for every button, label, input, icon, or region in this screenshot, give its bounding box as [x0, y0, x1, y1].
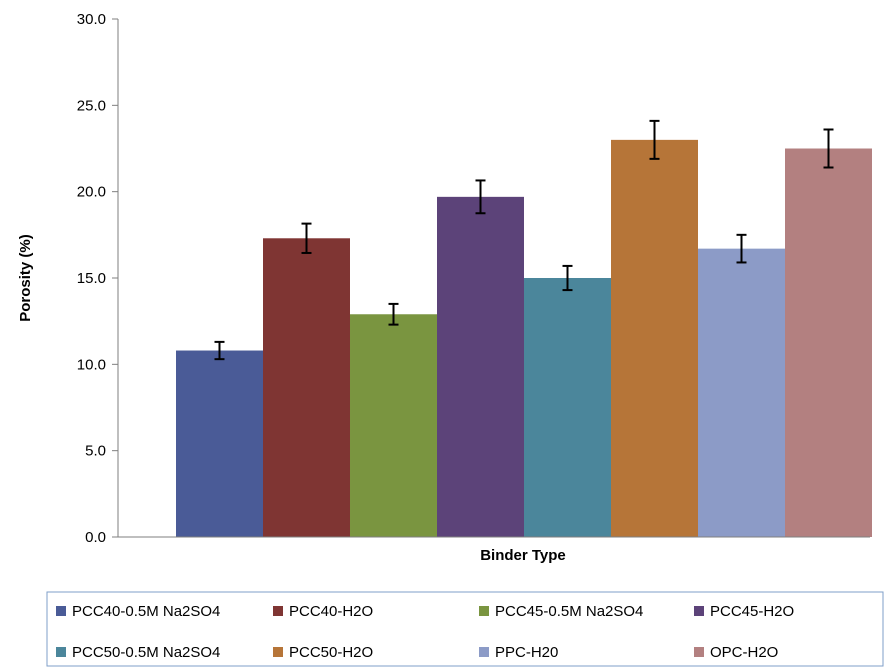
bar — [698, 248, 785, 537]
legend-label: PCC45-0.5M Na2SO4 — [495, 603, 643, 620]
legend-swatch — [479, 647, 489, 657]
legend-label: PCC50-0.5M Na2SO4 — [72, 644, 220, 661]
y-tick-label: 10.0 — [77, 356, 106, 373]
legend-swatch — [694, 647, 704, 657]
x-axis-title: Binder Type — [480, 547, 566, 564]
legend-label: OPC-H2O — [710, 644, 778, 661]
legend-swatch — [479, 606, 489, 616]
y-tick-label: 25.0 — [77, 97, 106, 114]
error-bars — [214, 119, 834, 361]
bar — [350, 314, 437, 537]
legend-swatch — [56, 606, 66, 616]
y-tick-label: 0.0 — [85, 529, 106, 546]
y-axis-title: Porosity (%) — [17, 234, 34, 322]
bar — [176, 350, 263, 537]
y-tick-label: 20.0 — [77, 184, 106, 201]
legend-label: PCC40-H2O — [289, 603, 373, 620]
legend-label: PCC40-0.5M Na2SO4 — [72, 603, 220, 620]
legend-label: PCC50-H2O — [289, 644, 373, 661]
bar — [524, 278, 611, 537]
legend-swatch — [273, 647, 283, 657]
y-axis-ticks: 0.0 5.0 10.0 15.0 20.0 25.0 30.0 — [77, 11, 118, 546]
bar — [785, 148, 872, 537]
legend-swatch — [56, 647, 66, 657]
legend-label: PCC45-H2O — [710, 603, 794, 620]
legend-swatch — [694, 606, 704, 616]
y-tick-label: 30.0 — [77, 11, 106, 28]
bar — [437, 196, 524, 537]
bar — [611, 139, 698, 537]
bars — [176, 139, 872, 537]
legend-label: PPC-H20 — [495, 644, 558, 661]
legend-swatch — [273, 606, 283, 616]
legend: PCC40-0.5M Na2SO4 PCC40-H2O PCC45-0.5M Na2… — [46, 591, 884, 667]
legend-frame — [46, 591, 884, 667]
y-tick-label: 15.0 — [77, 270, 106, 287]
bar — [263, 238, 350, 537]
y-tick-label: 5.0 — [85, 443, 106, 460]
